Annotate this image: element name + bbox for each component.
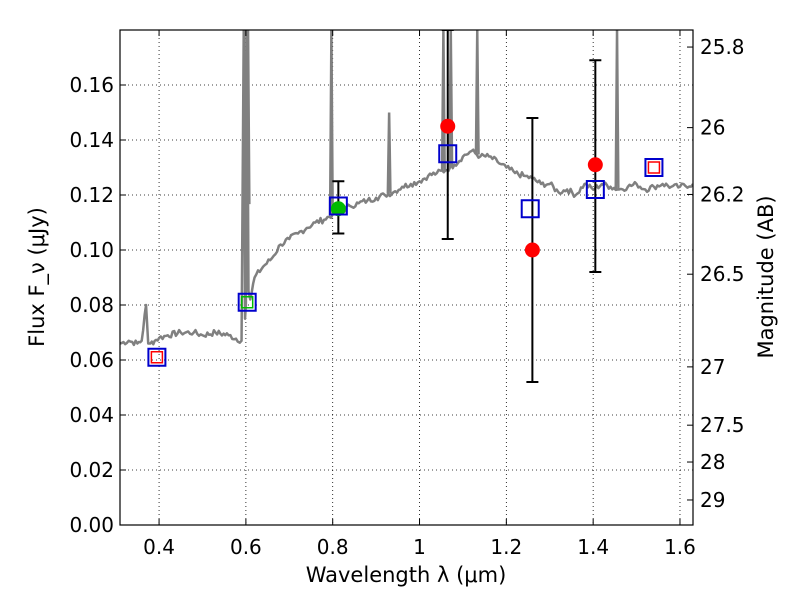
y-tick-label: 0.02 (69, 458, 114, 482)
ticks: 0.4 0.6 0.8 1 1.2 1.4 1.6 0.00 0.02 0.04 0.06 0.08 0… (69, 30, 745, 559)
emission-line (614, 30, 620, 189)
mag-tick-label: 26.5 (700, 262, 745, 286)
mag-tick-label: 27 (700, 355, 725, 379)
y-axis-title: Flux F_ν (μJy) (25, 207, 50, 347)
data-point-circle (587, 157, 603, 173)
emission-line (245, 30, 251, 205)
y-tick-label: 0.06 (69, 348, 114, 372)
model-point-square (237, 292, 257, 312)
mag-tick-label: 26 (700, 116, 725, 140)
model-point-square (520, 199, 540, 219)
model-point-square (328, 196, 348, 216)
mag-tick-label: 26.2 (700, 182, 745, 206)
y-tick-label: 0.12 (69, 183, 114, 207)
emission-line (328, 30, 334, 216)
x-axis-title: Wavelength λ (μm) (306, 563, 507, 587)
emission-line (386, 112, 392, 194)
y-tick-label: 0.04 (69, 403, 114, 427)
marker-layer (147, 30, 664, 383)
emission-line (474, 30, 480, 155)
y-tick-label: 0.10 (69, 238, 114, 262)
emission-line (242, 30, 248, 223)
x-tick-label: 0.4 (143, 535, 175, 559)
y-tick-label: 0.16 (69, 73, 114, 97)
mag-tick-label: 27.5 (700, 413, 745, 437)
x-tick-label: 1.4 (577, 535, 609, 559)
emission-line (448, 30, 454, 167)
mag-tick-label: 29 (700, 488, 725, 512)
y2-axis-title: Magnitude (AB) (754, 195, 778, 358)
data-point-circle (440, 118, 456, 134)
model-point-square (644, 158, 664, 177)
model-point-square (585, 180, 605, 199)
data-point-circle (330, 201, 346, 217)
x-tick-label: 1.2 (490, 535, 522, 559)
data-point-circle (524, 242, 540, 258)
plot-frame (119, 29, 694, 526)
model-point-square (147, 347, 167, 367)
limit-point-square (240, 296, 254, 309)
emission-line (440, 30, 446, 171)
x-tick-label: 0.8 (317, 535, 349, 559)
y-tick-label: 0.08 (69, 293, 114, 317)
x-tick-label: 1 (413, 535, 426, 559)
limit-point-square (647, 161, 661, 174)
y-tick-label: 0.00 (69, 513, 114, 537)
grid (120, 30, 693, 525)
x-tick-label: 1.6 (664, 535, 696, 559)
model-point-square (438, 144, 458, 164)
x-tick-label: 0.6 (230, 535, 262, 559)
y-tick-label: 0.14 (69, 128, 114, 152)
limit-point-square (150, 351, 164, 364)
mag-tick-label: 28 (700, 450, 725, 474)
mag-tick-label: 25.8 (700, 35, 745, 59)
